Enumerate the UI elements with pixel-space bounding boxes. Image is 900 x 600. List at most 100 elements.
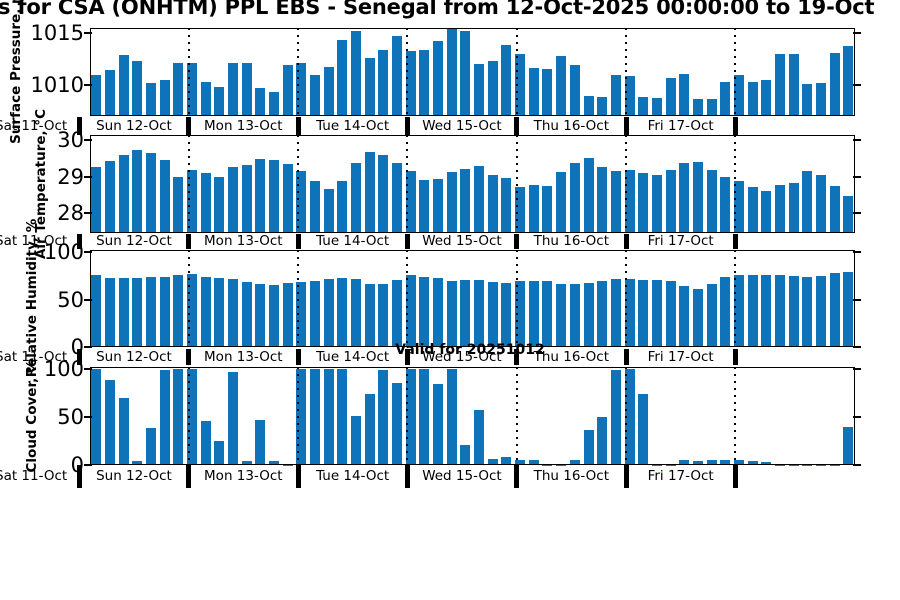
day-boundary-tick — [732, 117, 738, 135]
x-tick-label-day: Mon 13-Oct — [204, 349, 283, 365]
x-tick-label-day: Thu 16-Oct — [533, 468, 609, 484]
x-tick-label-day: Tue 14-Oct — [316, 118, 390, 134]
bar — [200, 173, 211, 233]
bar — [679, 73, 690, 116]
bar — [419, 180, 430, 233]
bar — [433, 277, 444, 347]
day-boundary-tick — [186, 465, 192, 488]
day-boundary-gridline — [297, 367, 299, 465]
y-tick-mark-right — [853, 32, 861, 35]
day-boundary-gridline — [297, 135, 299, 233]
x-tick-label-day: Tue 14-Oct — [316, 349, 390, 365]
bar — [774, 53, 785, 116]
bar — [173, 63, 184, 116]
bar — [296, 281, 307, 347]
y-tick-mark-right — [853, 298, 861, 301]
bar — [104, 70, 115, 116]
bar — [159, 79, 170, 116]
bar — [802, 83, 813, 116]
bar — [597, 97, 608, 116]
bar — [665, 169, 676, 233]
day-boundary-gridline — [406, 28, 409, 116]
bar — [733, 180, 744, 233]
bar — [337, 180, 348, 233]
bar — [474, 166, 485, 233]
bar — [624, 368, 635, 465]
day-boundary-gridline — [515, 28, 518, 116]
bar — [487, 458, 498, 465]
day-boundary-gridline — [515, 250, 518, 347]
bar — [214, 277, 225, 347]
day-boundary-gridline — [515, 135, 518, 233]
bar — [747, 460, 758, 465]
day-boundary-tick — [623, 117, 629, 135]
bar — [104, 380, 115, 465]
bar — [132, 460, 143, 465]
bar — [802, 276, 813, 347]
bar — [843, 195, 854, 233]
bar — [214, 87, 225, 116]
bar — [610, 370, 621, 465]
bar — [569, 284, 580, 347]
day-boundary-tick — [295, 234, 301, 249]
bar — [214, 441, 225, 465]
bar — [296, 368, 307, 465]
bar — [227, 63, 238, 116]
x-tick-label-day: Wed 15-Oct — [422, 118, 502, 134]
day-boundary-gridline — [734, 250, 737, 347]
x-tick-label-day: Mon 13-Oct — [204, 118, 283, 134]
day-boundary-tick — [404, 234, 410, 249]
bar — [337, 277, 348, 347]
bar — [501, 282, 512, 347]
y-tick-label: 29 — [57, 164, 84, 189]
y-tick-mark-right — [853, 139, 861, 142]
bar — [829, 273, 840, 347]
day-boundary-tick — [623, 234, 629, 249]
bar — [159, 370, 170, 465]
day-boundary-gridline — [734, 135, 737, 233]
bar — [446, 172, 457, 233]
bar — [720, 81, 731, 116]
day-boundary-gridline — [187, 367, 190, 465]
day-boundary-tick — [76, 349, 82, 365]
bar — [747, 275, 758, 347]
bar — [392, 382, 403, 465]
x-tick-label-day: Thu 16-Oct — [533, 233, 609, 249]
bar — [268, 285, 279, 347]
bar — [706, 284, 717, 347]
bar — [733, 275, 744, 347]
bar — [173, 176, 184, 233]
bar — [159, 276, 170, 347]
relative-humidity-plot — [84, 250, 861, 348]
day-boundary-gridline — [515, 367, 518, 465]
x-tick-label-day: Wed 15-Oct — [422, 468, 502, 484]
figure-title: s for CSA (ONHTM) PPL EBS - Senegal from… — [0, 0, 875, 19]
x-tick-label-day: Wed 15-Oct — [422, 349, 502, 365]
bar — [227, 278, 238, 347]
bar — [583, 96, 594, 116]
bar — [364, 284, 375, 347]
bar — [91, 74, 102, 116]
bar — [487, 61, 498, 116]
bar — [788, 276, 799, 347]
bar — [815, 82, 826, 116]
day-boundary-tick — [514, 234, 520, 249]
bar — [460, 168, 471, 233]
x-tick-label-day: Thu 16-Oct — [533, 118, 609, 134]
bar — [720, 459, 731, 465]
bar — [829, 186, 840, 233]
x-tick-label-day: Fri 17-Oct — [647, 349, 714, 365]
bar — [433, 41, 444, 116]
bar — [392, 279, 403, 347]
x-tick-label-day: Mon 13-Oct — [204, 468, 283, 484]
day-boundary-tick — [623, 349, 629, 365]
bar — [556, 172, 567, 233]
bar — [665, 77, 676, 116]
day-boundary-tick — [514, 465, 520, 488]
bar — [173, 368, 184, 465]
bar — [761, 190, 772, 233]
bar — [378, 155, 389, 233]
day-boundary-tick — [514, 349, 520, 365]
bar — [528, 280, 539, 347]
